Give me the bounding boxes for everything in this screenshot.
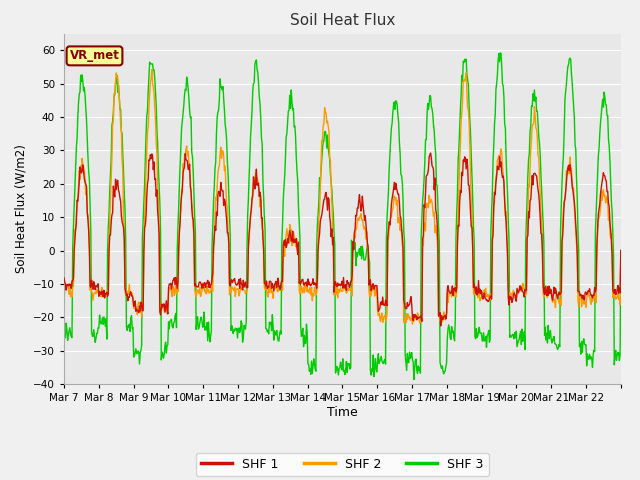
SHF 1 bbox=[60, 275, 68, 281]
SHF 2 bbox=[60, 295, 68, 301]
SHF 1 bbox=[276, 287, 284, 292]
SHF 3 bbox=[276, 328, 284, 334]
SHF 2 bbox=[433, 230, 440, 236]
Line: SHF 2: SHF 2 bbox=[64, 70, 621, 324]
SHF 1 bbox=[432, 207, 440, 213]
SHF 2 bbox=[408, 321, 416, 327]
SHF 3 bbox=[60, 328, 68, 334]
SHF 3 bbox=[497, 50, 504, 56]
SHF 3 bbox=[617, 248, 625, 253]
SHF 1 bbox=[427, 150, 435, 156]
SHF 3 bbox=[228, 323, 236, 328]
Title: Soil Heat Flux: Soil Heat Flux bbox=[290, 13, 395, 28]
SHF 1 bbox=[437, 323, 445, 329]
SHF 3 bbox=[125, 321, 133, 327]
SHF 1 bbox=[400, 298, 408, 303]
SHF 2 bbox=[228, 285, 236, 291]
SHF 3 bbox=[255, 94, 263, 99]
SHF 2 bbox=[125, 282, 133, 288]
SHF 2 bbox=[401, 317, 408, 323]
SHF 2 bbox=[277, 286, 285, 292]
SHF 2 bbox=[256, 204, 264, 210]
Line: SHF 3: SHF 3 bbox=[64, 53, 621, 380]
Y-axis label: Soil Heat Flux (W/m2): Soil Heat Flux (W/m2) bbox=[15, 144, 28, 273]
SHF 1 bbox=[255, 193, 263, 199]
Line: SHF 1: SHF 1 bbox=[64, 153, 621, 326]
SHF 1 bbox=[125, 294, 133, 300]
SHF 3 bbox=[410, 377, 418, 383]
X-axis label: Time: Time bbox=[327, 406, 358, 419]
SHF 1 bbox=[228, 277, 236, 283]
SHF 2 bbox=[617, 248, 625, 253]
SHF 2 bbox=[148, 67, 156, 72]
SHF 3 bbox=[400, 228, 408, 234]
SHF 1 bbox=[617, 248, 625, 253]
Text: VR_met: VR_met bbox=[70, 49, 120, 62]
SHF 3 bbox=[432, 151, 440, 156]
Legend: SHF 1, SHF 2, SHF 3: SHF 1, SHF 2, SHF 3 bbox=[196, 453, 489, 476]
